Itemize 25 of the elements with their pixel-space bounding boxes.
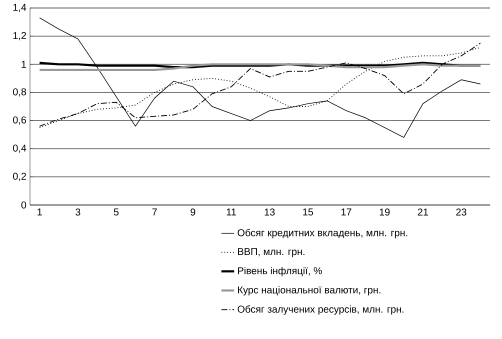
y-tick-label: 0,6 (13, 116, 26, 125)
y-tick-label: 0,2 (13, 172, 26, 181)
legend-label: ВВП, млн. грн. (238, 248, 304, 258)
x-tick-label: 21 (418, 208, 428, 216)
x-tick-label: 9 (190, 208, 196, 216)
y-tick-label: 1,4 (13, 4, 26, 12)
legend-label: Курс національної валюти, грн. (238, 286, 380, 296)
y-tick-label: 0,8 (13, 88, 26, 97)
x-tick-label: 5 (114, 208, 119, 216)
x-tick-label: 17 (341, 208, 352, 216)
y-tick-label: 0,4 (13, 144, 26, 153)
legend-label: Обсяг залучених ресурсів, млн. грн. (238, 305, 404, 315)
y-tick-label: 1,2 (13, 32, 26, 40)
x-tick-label: 3 (76, 208, 80, 216)
x-tick-label: 19 (380, 208, 390, 216)
legend-label: Рівень інфляції, % (238, 266, 322, 276)
x-tick-label: 1 (38, 208, 42, 216)
x-tick-label: 13 (264, 208, 275, 216)
legend-label: Обсяг кредитних вкладень, млн. грн. (238, 228, 408, 238)
x-tick-label: 11 (226, 208, 236, 216)
x-tick-label: 7 (152, 208, 157, 216)
x-tick-label: 15 (303, 208, 314, 216)
x-tick-label: 23 (456, 208, 466, 216)
y-tick-label: 0 (21, 201, 26, 209)
y-tick-label: 1 (22, 60, 26, 68)
